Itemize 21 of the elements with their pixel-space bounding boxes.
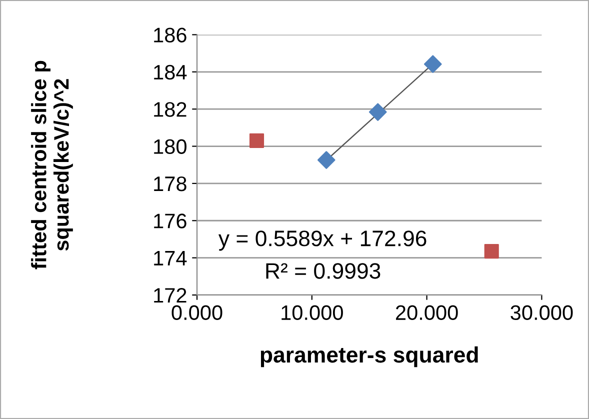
y-tick-label: 180	[154, 139, 186, 154]
y-tick-label: 176	[154, 214, 186, 228]
y-tick-label: 178	[154, 176, 186, 192]
x-axis-title: parameter-s squared	[260, 346, 478, 368]
y-tick-label: 184	[154, 64, 187, 80]
annotation: y = 0.5589x + 172.96	[218, 230, 426, 251]
x-tick-label: 30.000	[510, 305, 573, 320]
x-tick-label: 10.000	[282, 305, 343, 320]
point	[484, 244, 499, 259]
x-tick-label: 20.000	[396, 305, 458, 320]
point	[317, 151, 336, 169]
point	[424, 55, 442, 73]
annotation: R² = 0.9993	[266, 263, 380, 279]
point	[249, 133, 264, 148]
x-tick-label: 0.000	[172, 305, 222, 320]
y-tick-label: 182	[154, 102, 186, 117]
y-tick-label: 186	[154, 28, 186, 42]
y-tick-label: 172	[154, 288, 186, 303]
y-tick-label: 174	[154, 251, 187, 266]
point	[368, 103, 387, 121]
y-axis-title: fitted centroid slice p squared(keV/c)^2	[31, 60, 73, 270]
